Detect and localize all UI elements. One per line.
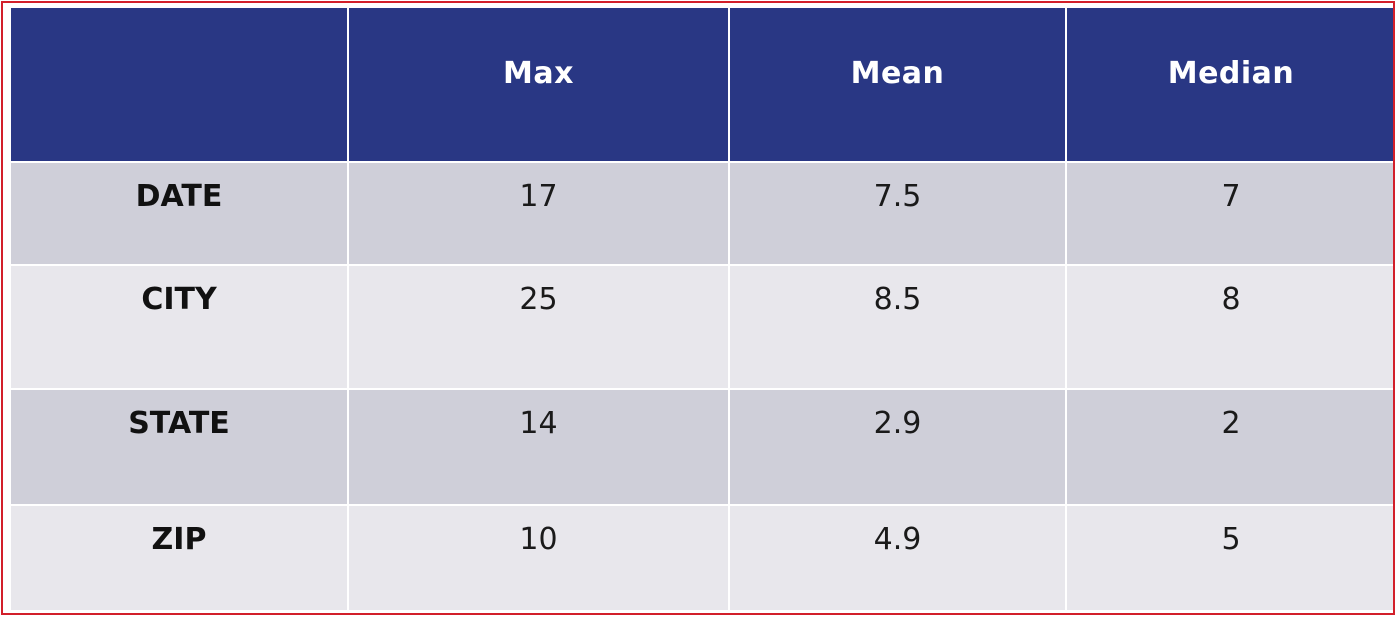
cell-median: 5 bbox=[1065, 504, 1393, 612]
header-cell-median: Median bbox=[1065, 6, 1393, 163]
row-label: STATE bbox=[9, 388, 349, 506]
header-row: Max Mean Median bbox=[9, 6, 1393, 163]
table-row: ZIP 10 4.9 5 bbox=[9, 504, 1393, 612]
cell-max: 25 bbox=[347, 264, 730, 390]
cell-mean: 4.9 bbox=[728, 504, 1067, 612]
cell-median: 2 bbox=[1065, 388, 1393, 506]
header-cell-mean: Mean bbox=[728, 6, 1067, 163]
row-label: DATE bbox=[9, 161, 349, 266]
table-row: CITY 25 8.5 8 bbox=[9, 264, 1393, 390]
header-cell-empty bbox=[9, 6, 349, 163]
cell-max: 10 bbox=[347, 504, 730, 612]
cell-mean: 2.9 bbox=[728, 388, 1067, 506]
cell-median: 7 bbox=[1065, 161, 1393, 266]
stats-table: Max Mean Median DATE 17 7.5 7 CITY 25 8.… bbox=[9, 6, 1393, 612]
row-label: ZIP bbox=[9, 504, 349, 612]
table-row: STATE 14 2.9 2 bbox=[9, 388, 1393, 506]
cell-mean: 7.5 bbox=[728, 161, 1067, 266]
cell-median: 8 bbox=[1065, 264, 1393, 390]
header-cell-max: Max bbox=[347, 6, 730, 163]
row-label: CITY bbox=[9, 264, 349, 390]
table-row: DATE 17 7.5 7 bbox=[9, 161, 1393, 266]
cell-mean: 8.5 bbox=[728, 264, 1067, 390]
cell-max: 14 bbox=[347, 388, 730, 506]
cell-max: 17 bbox=[347, 161, 730, 266]
